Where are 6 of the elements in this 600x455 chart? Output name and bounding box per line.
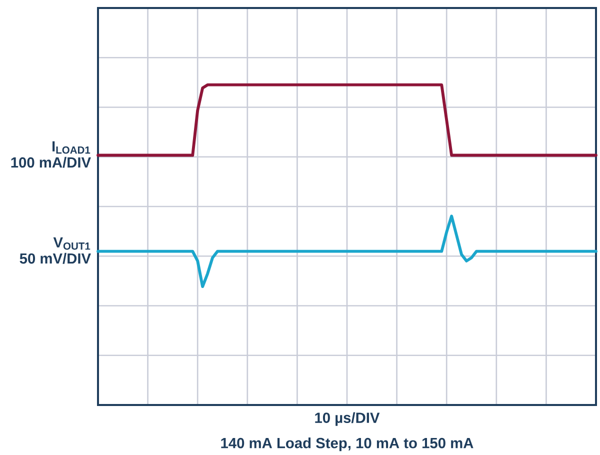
text: 100 mA/DIV [11,156,91,168]
series-label: I$_{LOAD1}$ [52,141,90,154]
text: 140 mA Load Step, 10 mA to 150 mA [221,438,474,452]
series-label: V$_{OUT1}$ [53,237,90,250]
x-axis-title: 10 µs/DIV [315,412,380,426]
text: 50 mV/DIV [20,252,91,264]
